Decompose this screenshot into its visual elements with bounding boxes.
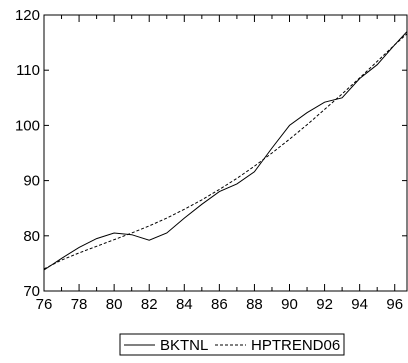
y-tick-label: 90 xyxy=(23,173,40,190)
x-tick-label: 92 xyxy=(316,296,333,313)
x-tick-label: 94 xyxy=(351,296,368,313)
series-layer xyxy=(43,31,408,271)
y-tick-label: 70 xyxy=(23,283,40,300)
x-tick-label: 88 xyxy=(246,296,263,313)
series-line-hptrend06 xyxy=(43,33,408,270)
x-tick-label: 86 xyxy=(211,296,228,313)
x-tick-label: 84 xyxy=(176,296,193,313)
y-axis: 70 80 90 100 110 120 xyxy=(15,7,407,300)
plot-frame xyxy=(43,14,408,292)
x-axis: 76 78 80 82 84 86 88 90 92 94 96 xyxy=(36,15,403,313)
series-line-bktnl xyxy=(43,31,408,271)
x-tick-label: 96 xyxy=(386,296,403,313)
y-tick-label: 120 xyxy=(15,7,40,24)
x-tick-label: 80 xyxy=(106,296,123,313)
x-tick-label: 90 xyxy=(281,296,298,313)
legend-label-bktnl: BKTNL xyxy=(160,337,208,354)
legend-label-hptrend06: HPTREND06 xyxy=(251,337,340,354)
y-tick-label: 110 xyxy=(16,62,40,79)
y-tick-label: 80 xyxy=(23,228,40,245)
legend: BKTNL HPTREND06 xyxy=(119,333,345,356)
x-tick-label: 76 xyxy=(36,296,53,313)
y-tick-label: 100 xyxy=(15,117,40,134)
x-tick-label: 82 xyxy=(141,296,158,313)
x-tick-label: 78 xyxy=(71,296,88,313)
